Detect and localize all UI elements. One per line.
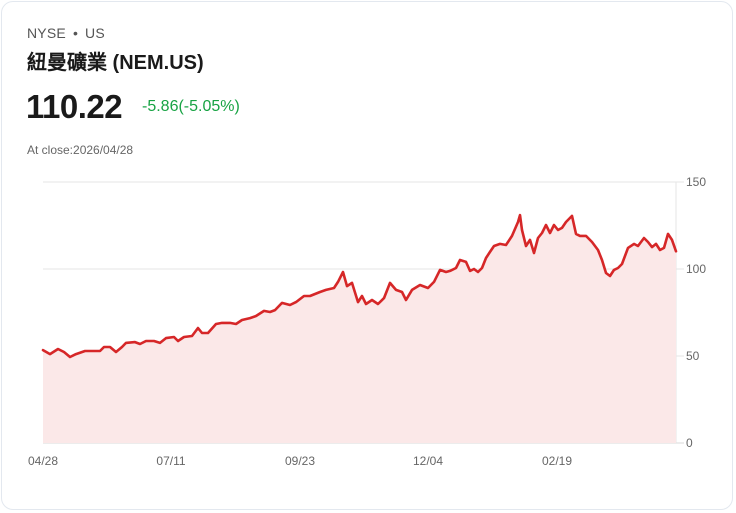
x-tick-label: 12/04 xyxy=(413,454,443,468)
price-change: -5.86(-5.05%) xyxy=(142,98,240,115)
y-axis: 0 50 100 150 xyxy=(686,175,706,450)
close-timestamp: At close:2026/04/28 xyxy=(27,143,134,157)
exchange-line: NYSE • US xyxy=(27,25,105,41)
stock-name: 紐曼礦業 (NEM.US) xyxy=(27,52,204,74)
exchange-name: NYSE xyxy=(27,25,66,41)
stock-price: 110.22 xyxy=(26,88,123,125)
separator-dot: • xyxy=(72,25,79,41)
y-tick-label: 150 xyxy=(686,175,706,189)
x-tick-label: 09/23 xyxy=(285,454,315,468)
market-name: US xyxy=(85,25,105,41)
y-tick-label: 100 xyxy=(686,262,706,276)
price-line[interactable] xyxy=(41,213,678,359)
y-tick-label: 0 xyxy=(686,436,693,450)
y-tick-label: 50 xyxy=(686,349,700,363)
price-area xyxy=(43,215,676,443)
x-axis: 04/28 07/11 09/23 12/04 02/19 xyxy=(28,454,572,468)
x-tick-label: 04/28 xyxy=(28,454,58,468)
x-tick-label: 07/11 xyxy=(156,454,185,468)
x-tick-label: 02/19 xyxy=(542,454,572,468)
